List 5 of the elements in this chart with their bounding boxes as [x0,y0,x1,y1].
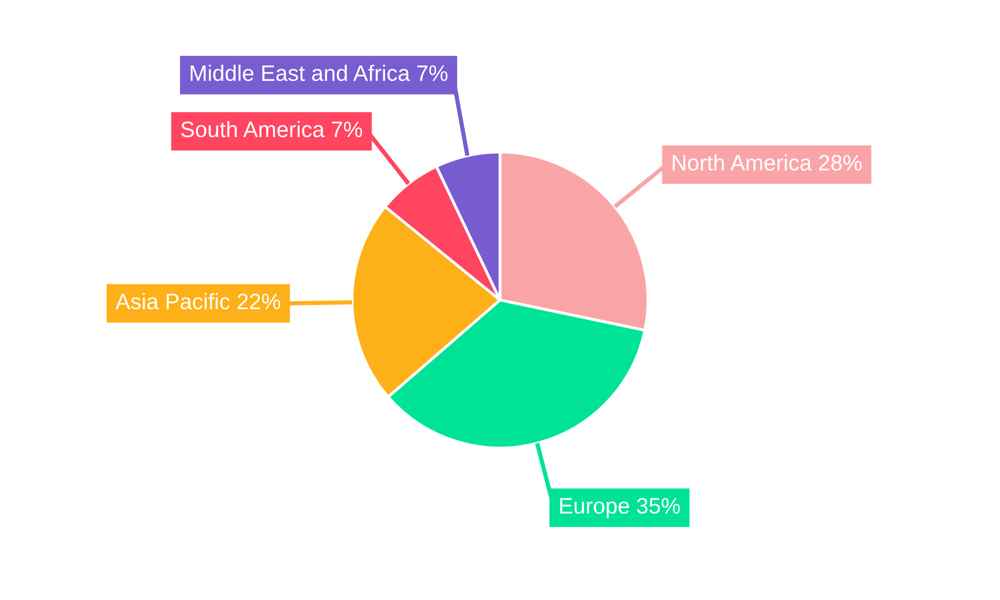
slice-label: North America 28% [672,154,862,171]
slice-label: Europe 35% [560,498,680,518]
slice-label: Asia Pacific 22% [116,293,280,310]
slice-label: Middle East and Africa 7% [190,64,448,82]
slice-label: South America 7% [181,120,362,138]
